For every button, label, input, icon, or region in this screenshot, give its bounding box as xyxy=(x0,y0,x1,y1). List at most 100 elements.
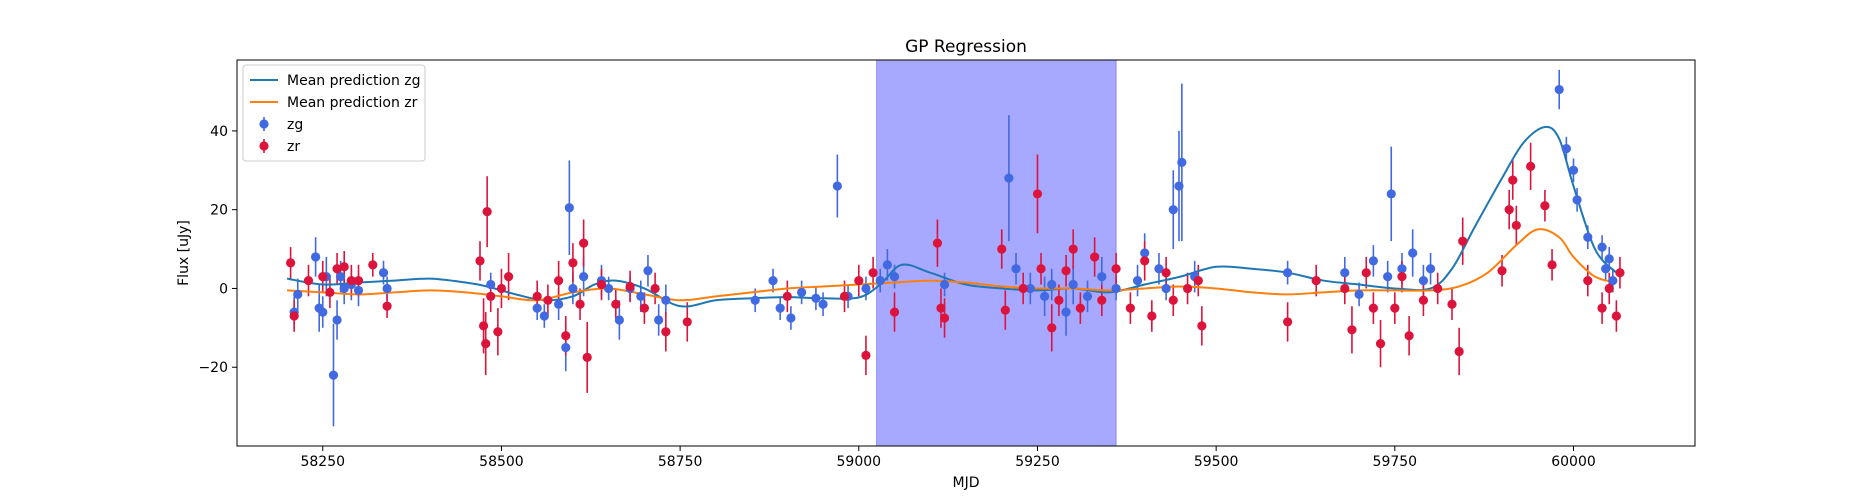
zg-point xyxy=(1418,275,1429,286)
zr-point xyxy=(1397,272,1407,282)
legend-box xyxy=(242,64,426,162)
zg-point xyxy=(861,283,871,294)
zg-point xyxy=(750,295,760,305)
zr-point xyxy=(1147,311,1157,321)
zr-point xyxy=(611,299,621,309)
zg-point xyxy=(1601,264,1611,274)
zg-point xyxy=(1340,268,1350,278)
zg-point xyxy=(1025,283,1035,294)
zr-point xyxy=(339,262,349,272)
zg-point xyxy=(1068,279,1078,290)
zr-point xyxy=(325,287,335,297)
zr-point xyxy=(575,299,585,309)
zr-point xyxy=(1054,295,1064,305)
zg-point xyxy=(378,268,389,278)
zr-point xyxy=(496,283,507,294)
zr-point xyxy=(1311,275,1321,286)
zr-point xyxy=(1168,295,1178,305)
zr-point xyxy=(1508,175,1518,185)
zr-point xyxy=(997,244,1007,254)
zg-point xyxy=(797,287,807,297)
zg-point xyxy=(604,283,614,294)
zr-point xyxy=(1390,303,1400,313)
zg-point xyxy=(1132,275,1143,286)
zg-point xyxy=(353,285,364,296)
zg-point xyxy=(568,283,578,294)
zr-point xyxy=(1433,283,1443,294)
zr-point xyxy=(1511,220,1521,231)
zr-point xyxy=(289,311,299,321)
zg-point xyxy=(539,311,549,321)
zr-point xyxy=(554,275,564,286)
zr-point xyxy=(1583,275,1593,286)
zg-point xyxy=(889,272,900,282)
zr-point xyxy=(1604,283,1614,294)
zg-point xyxy=(1425,264,1436,274)
y-tick-label: 40 xyxy=(210,124,228,140)
zr-point xyxy=(682,317,692,327)
zr-point xyxy=(1340,283,1350,294)
x-tick-label: 59500 xyxy=(1194,454,1239,470)
zr-point xyxy=(861,350,871,361)
zr-point xyxy=(1182,283,1193,294)
zr-point xyxy=(936,303,946,313)
zr-point xyxy=(1047,323,1057,333)
zg-point xyxy=(1004,173,1014,183)
zg-point xyxy=(1174,181,1184,191)
zg-point xyxy=(1383,272,1393,282)
zr-point xyxy=(939,313,950,323)
zg-point xyxy=(1111,283,1121,294)
x-tick-label: 58750 xyxy=(658,454,703,470)
zr-point xyxy=(1361,268,1371,278)
zr-point xyxy=(482,207,492,217)
zr-point xyxy=(1193,275,1203,286)
zr-point xyxy=(332,264,342,274)
zr-point xyxy=(1061,266,1071,276)
zr-point xyxy=(486,291,496,301)
zr-point xyxy=(1197,321,1207,331)
zg-point xyxy=(875,275,885,286)
mean-prediction-line-zg xyxy=(286,125,1618,308)
zr-point xyxy=(1504,205,1514,215)
zg-point xyxy=(1061,307,1071,317)
zg-point xyxy=(1161,283,1171,294)
zg-point xyxy=(554,299,564,309)
y-tick-label: 0 xyxy=(219,281,228,297)
legend-label: zr xyxy=(287,139,300,155)
zg-point xyxy=(614,315,624,325)
zr-point xyxy=(561,331,571,341)
shaded-region xyxy=(876,59,1117,447)
mean-prediction-line-zr xyxy=(286,228,1617,302)
zr-point xyxy=(1075,303,1085,313)
legend: Mean prediction zg Mean prediction zr zg zr xyxy=(242,64,426,162)
zr-point xyxy=(650,283,660,294)
zr-point xyxy=(1032,189,1043,199)
zr-point xyxy=(596,279,607,290)
zg-point xyxy=(486,279,496,290)
zg-point xyxy=(318,307,328,317)
zg-point xyxy=(1368,256,1378,266)
zr-point xyxy=(1068,244,1078,254)
shaded-region-layer xyxy=(876,59,1117,447)
zg-point xyxy=(1354,289,1364,299)
zg-point xyxy=(939,279,950,290)
zr-point xyxy=(568,258,578,268)
zr-point xyxy=(625,281,635,292)
zg-point xyxy=(643,266,653,276)
zr-point xyxy=(639,303,649,313)
zg-point xyxy=(1554,84,1564,95)
zr-point xyxy=(661,327,671,337)
zg-point xyxy=(786,313,796,323)
zr-point xyxy=(493,327,503,337)
x-tick-label: 60000 xyxy=(1551,454,1596,470)
zg-point xyxy=(1040,291,1050,301)
zr-point xyxy=(1615,268,1625,278)
zr-point xyxy=(368,260,378,270)
plot-area-frame xyxy=(236,59,1696,447)
zg-point xyxy=(332,315,342,325)
zr-point xyxy=(1375,338,1386,349)
zr-point xyxy=(1597,303,1607,313)
zr-point xyxy=(1090,252,1100,262)
